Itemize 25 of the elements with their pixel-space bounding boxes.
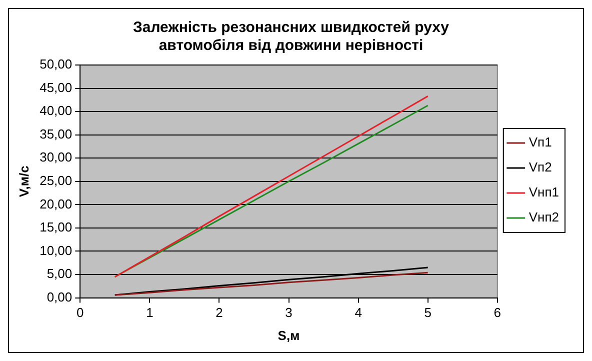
chart-title: Залежність резонансних швидкостей руху автомобіля від довжини нерівності bbox=[132, 19, 450, 54]
x-tick-label: 4 bbox=[354, 305, 362, 320]
x-tick-label: 5 bbox=[424, 305, 432, 320]
y-tick-label: 35,00 bbox=[40, 126, 72, 142]
x-tick-label: 6 bbox=[494, 305, 501, 320]
y-tick-label: 50,00 bbox=[40, 56, 72, 72]
legend-label: Vнп2 bbox=[528, 210, 560, 225]
y-axis-title: V,м/с bbox=[16, 166, 32, 198]
x-axis-title: S,м bbox=[278, 328, 300, 343]
x-tick-label: 3 bbox=[285, 305, 292, 320]
y-tick-label: 10,00 bbox=[40, 242, 72, 258]
y-tick-label: 5,00 bbox=[46, 266, 72, 282]
y-tick-label: 40,00 bbox=[40, 103, 72, 118]
legend-label: Vнп1 bbox=[528, 184, 560, 200]
y-tick-label: 20,00 bbox=[40, 196, 72, 212]
y-tick-label: 25,00 bbox=[40, 172, 72, 188]
x-tick-label: 0 bbox=[76, 305, 84, 320]
y-tick-label: 30,00 bbox=[40, 150, 72, 165]
y-tick-label: 15,00 bbox=[40, 220, 72, 235]
y-tick-label: 0,00 bbox=[46, 289, 72, 304]
x-tick-label: 2 bbox=[216, 305, 223, 320]
legend-label: Vп1 bbox=[528, 134, 552, 150]
y-tick-label: 45,00 bbox=[40, 80, 72, 95]
legend-label: Vп2 bbox=[528, 160, 552, 175]
x-tick-label: 1 bbox=[146, 305, 154, 320]
